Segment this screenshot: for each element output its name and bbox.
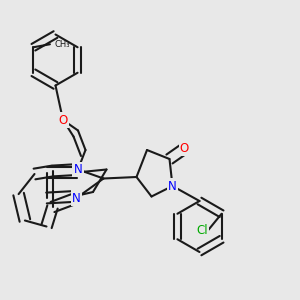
Text: O: O [58, 113, 68, 127]
Text: CH₃: CH₃ [54, 40, 70, 49]
Text: N: N [72, 191, 81, 205]
Text: O: O [180, 142, 189, 155]
Text: Cl: Cl [196, 224, 208, 237]
Text: N: N [74, 163, 82, 176]
Text: N: N [168, 179, 177, 193]
